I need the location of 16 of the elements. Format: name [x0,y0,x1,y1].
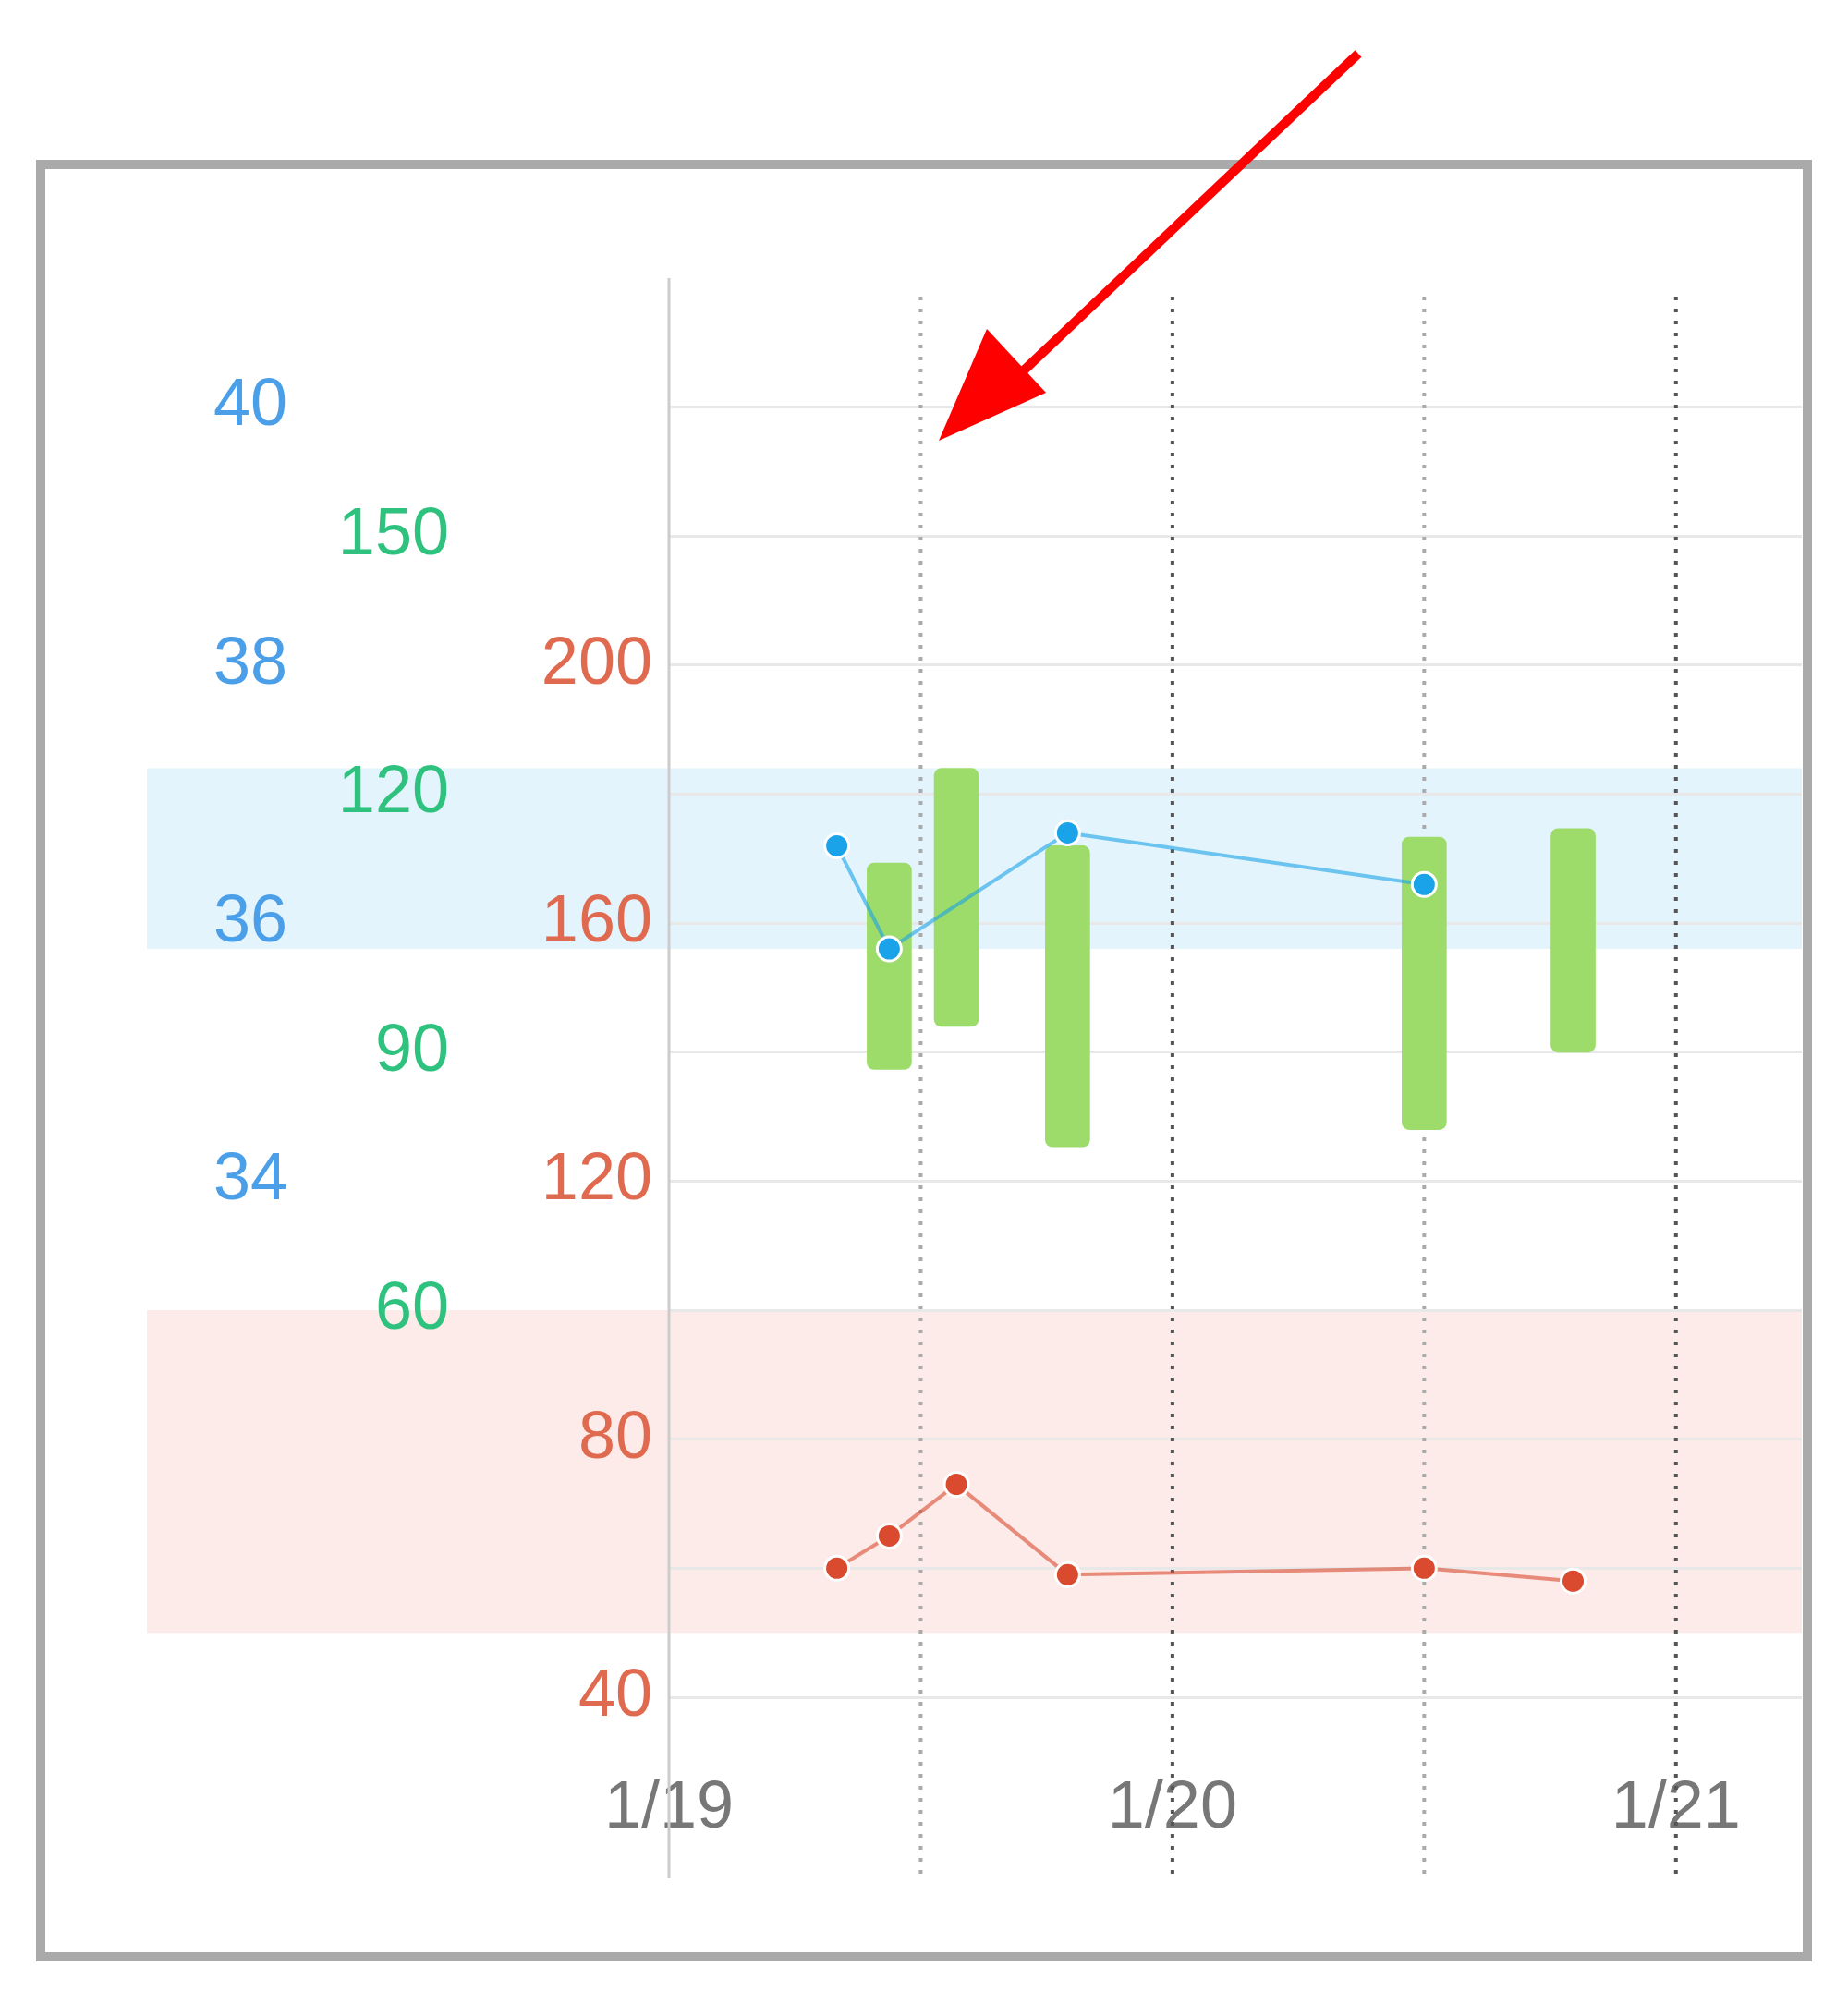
y3-tick-label: 200 [541,623,652,698]
y-tick-label: 34 [213,1139,287,1214]
y2-tick-label: 150 [337,494,449,569]
y2-tick-label: 60 [374,1268,449,1342]
x-tick-label: 1/19 [603,1767,735,1842]
y2-tick-label: 120 [337,752,449,827]
x-tick-label: 1/20 [1107,1767,1237,1842]
y-tick-label: 40 [213,365,287,440]
x-tick-label: 1/21 [1611,1767,1741,1842]
y-tick-label: 36 [213,881,287,956]
y3-tick-label: 40 [578,1655,652,1730]
y-tick-label: 38 [213,623,287,698]
y3-tick-label: 120 [541,1139,652,1214]
y3-tick-label: 80 [578,1397,652,1472]
y3-tick-label: 160 [541,881,652,956]
y2-tick-label: 90 [374,1010,449,1085]
